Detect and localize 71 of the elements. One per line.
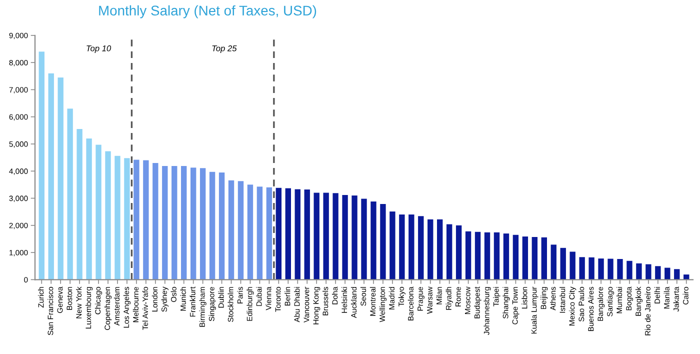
bar bbox=[570, 252, 576, 280]
bar bbox=[636, 263, 642, 280]
bar bbox=[76, 129, 82, 280]
bar bbox=[370, 201, 376, 280]
bar bbox=[522, 236, 528, 280]
bar bbox=[124, 158, 130, 280]
bar bbox=[48, 73, 54, 280]
bar bbox=[162, 166, 168, 280]
annotation: Top 25 bbox=[212, 45, 237, 53]
bar bbox=[228, 180, 234, 280]
bar bbox=[588, 257, 594, 280]
bar bbox=[181, 166, 187, 280]
bar bbox=[456, 225, 462, 280]
bar bbox=[494, 232, 500, 280]
bar bbox=[352, 196, 358, 280]
bar bbox=[550, 244, 556, 280]
bar bbox=[190, 168, 196, 280]
bar bbox=[172, 166, 178, 280]
bar bbox=[428, 219, 434, 280]
bar bbox=[247, 184, 254, 280]
bar bbox=[361, 198, 367, 280]
bar bbox=[209, 172, 216, 280]
bar bbox=[503, 234, 510, 280]
bar bbox=[579, 257, 585, 280]
bar bbox=[218, 172, 225, 280]
bar bbox=[446, 224, 452, 280]
bar bbox=[238, 181, 244, 280]
bar bbox=[437, 219, 443, 280]
bar bbox=[674, 269, 680, 280]
bar bbox=[276, 188, 282, 280]
bar bbox=[143, 160, 149, 280]
bar bbox=[484, 232, 490, 280]
bar bbox=[304, 190, 310, 280]
bar bbox=[617, 259, 623, 280]
bar bbox=[390, 212, 396, 280]
bar bbox=[626, 260, 632, 280]
bar bbox=[560, 248, 566, 280]
bar bbox=[655, 266, 661, 280]
bar bbox=[38, 52, 44, 280]
bar bbox=[256, 186, 263, 280]
bar bbox=[408, 214, 414, 280]
bar bbox=[664, 268, 670, 280]
bar bbox=[399, 214, 405, 280]
bar bbox=[86, 138, 92, 280]
bar bbox=[114, 156, 120, 280]
chart-title: Monthly Salary (Net of Taxes, USD) bbox=[99, 5, 316, 18]
bar bbox=[285, 188, 291, 280]
bar bbox=[266, 187, 272, 280]
bar bbox=[598, 258, 604, 280]
bar bbox=[134, 160, 140, 280]
bar bbox=[152, 162, 158, 280]
bar bbox=[58, 77, 64, 280]
bar bbox=[332, 193, 338, 280]
bar bbox=[342, 194, 348, 280]
bar bbox=[105, 151, 111, 280]
bar bbox=[323, 192, 329, 280]
bar bbox=[512, 234, 519, 280]
bar bbox=[96, 144, 102, 280]
bar bbox=[646, 264, 652, 280]
bar bbox=[541, 237, 547, 280]
bar bbox=[465, 231, 472, 280]
bar bbox=[294, 189, 300, 280]
bar bbox=[474, 232, 481, 280]
bar bbox=[314, 192, 320, 280]
annotation: Top 10 bbox=[86, 45, 112, 53]
bar bbox=[67, 108, 73, 280]
bar bbox=[418, 216, 424, 280]
bar bbox=[380, 204, 386, 280]
bar bbox=[608, 258, 614, 280]
bar bbox=[532, 237, 538, 280]
bar bbox=[200, 168, 206, 280]
